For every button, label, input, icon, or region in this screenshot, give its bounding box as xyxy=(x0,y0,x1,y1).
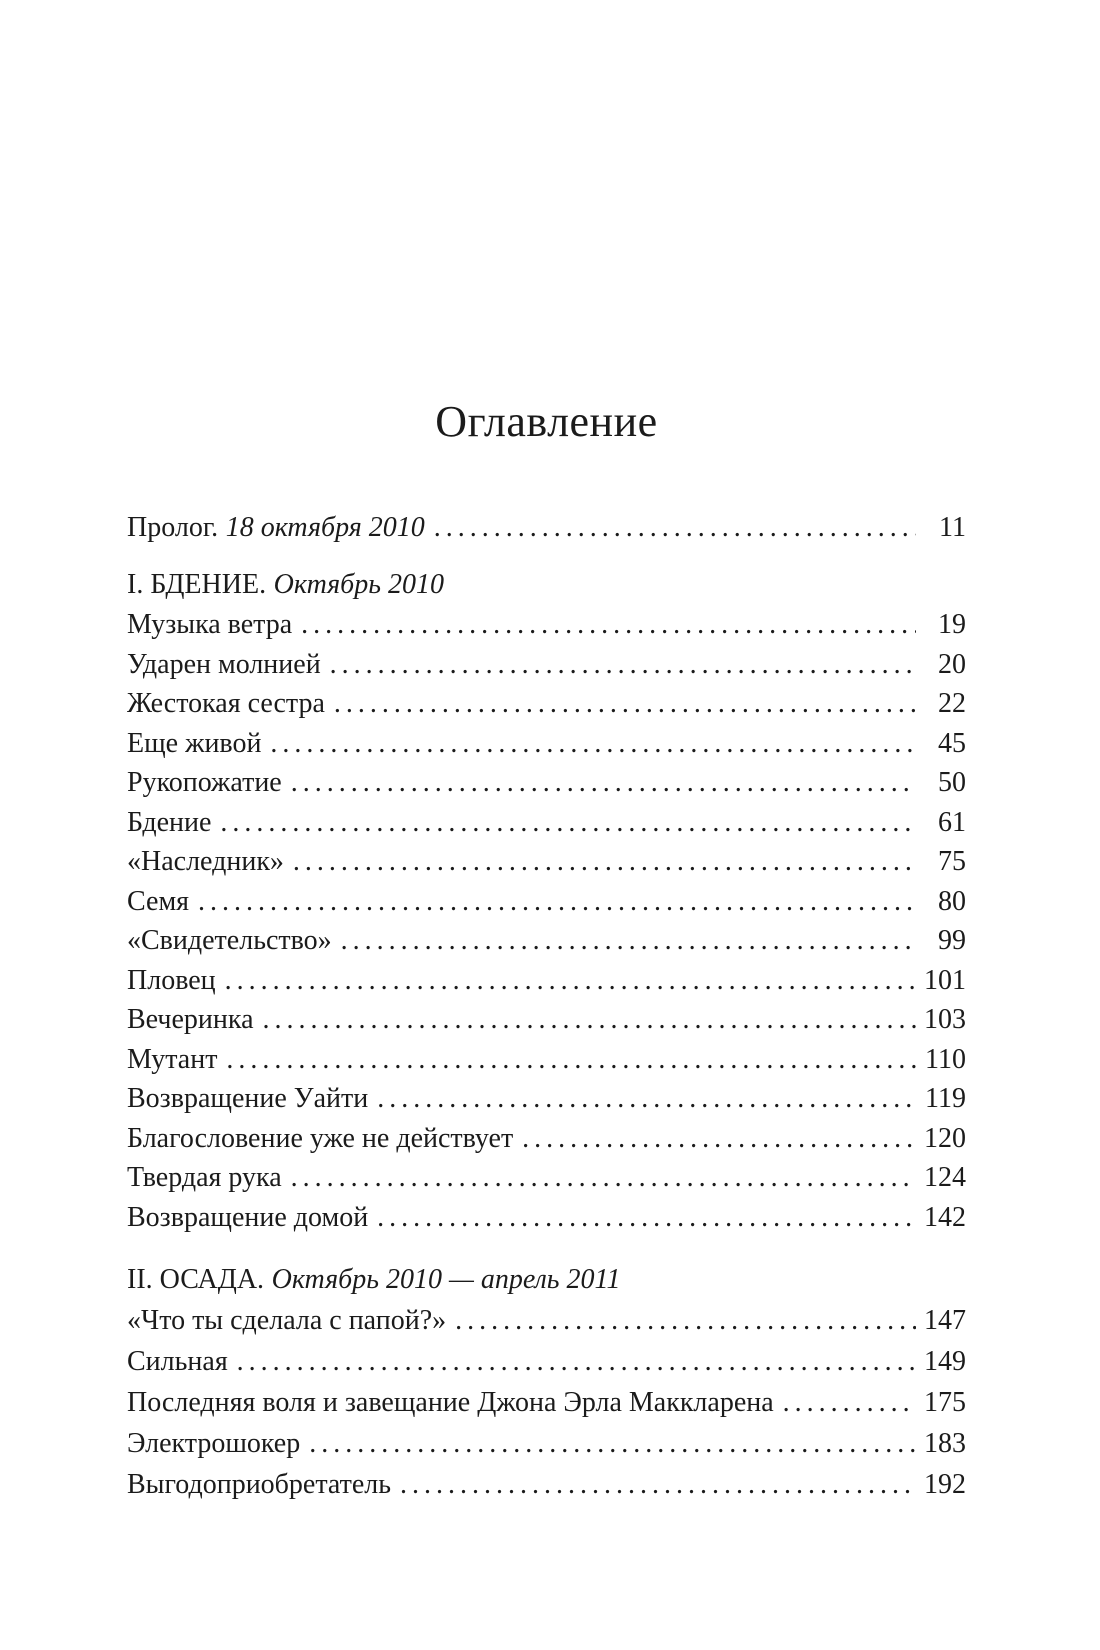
entry-page: 142 xyxy=(924,1201,966,1233)
entry-page: 80 xyxy=(938,885,966,917)
entry-title: Жестокая сестра xyxy=(127,688,325,719)
entry-page: 22 xyxy=(938,688,966,719)
dot-leader xyxy=(301,605,916,645)
toc-row: Вечеринка 103 xyxy=(127,1000,966,1040)
entry-title: Еще живой xyxy=(127,727,262,759)
entry-page: 75 xyxy=(938,846,966,877)
dot-leader xyxy=(198,882,916,922)
entry-page: 20 xyxy=(938,648,966,680)
entry-title: Семя xyxy=(127,885,190,917)
toc-row: Выгодоприобретатель 192 xyxy=(127,1464,966,1505)
section-number-title: I. БДЕНИЕ. xyxy=(127,569,267,600)
entry-page: 45 xyxy=(938,727,966,759)
toc-row: Мутант 110 xyxy=(127,1040,966,1080)
entry-page: 99 xyxy=(938,925,966,956)
toc-row: «Наследник» 75 xyxy=(127,842,966,882)
entry-title: Выгодоприобретатель xyxy=(127,1469,392,1500)
entry-title: Музыка ветра xyxy=(127,609,293,640)
toc-row: Еще живой 45 xyxy=(127,724,966,764)
toc-row: Семя 80 xyxy=(127,882,966,922)
dot-leader xyxy=(262,1000,916,1040)
toc-row: Твердая рука 124 xyxy=(127,1158,966,1198)
toc-row: Пловец 101 xyxy=(127,961,966,1001)
entry-page: 149 xyxy=(924,1346,966,1377)
entry-page: 119 xyxy=(925,1083,966,1114)
entry-title: Вечеринка xyxy=(127,1004,254,1035)
dot-leader xyxy=(434,508,916,548)
entry-title: «Наследник» xyxy=(127,846,284,877)
entry-title: Возвращение домой xyxy=(127,1201,369,1233)
entry-title: Электрошокер xyxy=(127,1428,301,1459)
entry-title: Ударен молнией xyxy=(127,648,321,680)
toc-row: Музыка ветра 19 xyxy=(127,605,966,645)
entry-page: 103 xyxy=(924,1004,966,1035)
dot-leader xyxy=(330,645,916,685)
dot-leader xyxy=(291,1158,916,1198)
section-subtitle: Октябрь 2010 xyxy=(273,569,444,600)
dot-leader xyxy=(341,921,916,961)
dot-leader xyxy=(293,842,916,882)
entry-page: 147 xyxy=(924,1305,966,1336)
entry-page: 183 xyxy=(924,1428,966,1459)
toc-row: Ударен молнией 20 xyxy=(127,645,966,685)
entry-title: Пролог. 18 октября 2010 xyxy=(127,508,425,548)
toc-row: «Свидетельство» 99 xyxy=(127,921,966,961)
page-title: Оглавление xyxy=(435,397,658,446)
dot-leader xyxy=(225,961,916,1001)
dot-leader xyxy=(377,1079,916,1119)
entry-title: «Свидетельство» xyxy=(127,925,332,956)
entry-title: Мутант xyxy=(127,1043,218,1075)
entry-title: «Что ты сделала с папой?» xyxy=(127,1305,447,1336)
dot-leader xyxy=(377,1198,916,1238)
dot-leader xyxy=(455,1300,916,1341)
entry-page: 175 xyxy=(924,1387,966,1418)
section-number-title: II. ОСАДА. xyxy=(127,1264,265,1295)
entry-page: 19 xyxy=(938,609,966,640)
entry-page: 61 xyxy=(938,806,966,838)
entry-page: 50 xyxy=(938,767,966,798)
toc-row: Последняя воля и завещание Джона Эрла Ма… xyxy=(127,1382,966,1423)
toc-row: Возвращение домой 142 xyxy=(127,1198,966,1238)
entry-page: 124 xyxy=(924,1162,966,1193)
section-subtitle: Октябрь 2010 — апрель 2011 xyxy=(271,1264,621,1295)
toc-row: Жестокая сестра 22 xyxy=(127,684,966,724)
toc-row: Сильная 149 xyxy=(127,1341,966,1382)
entry-title: Пловец xyxy=(127,964,216,996)
entry-title: Твердая рука xyxy=(127,1162,282,1193)
dot-leader xyxy=(270,724,916,764)
entry-title: Рукопожатие xyxy=(127,767,282,798)
toc-row: Рукопожатие 50 xyxy=(127,763,966,803)
entry-page: 101 xyxy=(924,964,966,996)
entry-title: Благословение уже не действует xyxy=(127,1122,514,1154)
toc-row-prologue: Пролог.18 октября 2010 11 xyxy=(127,508,966,548)
dot-leader xyxy=(309,1423,916,1464)
entry-page: 110 xyxy=(925,1043,966,1075)
toc-row: Благословение уже не действует 120 xyxy=(127,1119,966,1159)
toc-row: Электрошокер 183 xyxy=(127,1423,966,1464)
dot-leader xyxy=(783,1382,916,1423)
toc-row: «Что ты сделала с папой?» 147 xyxy=(127,1300,966,1341)
entry-title: Последняя воля и завещание Джона Эрла Ма… xyxy=(127,1387,774,1418)
dot-leader xyxy=(400,1464,916,1505)
entry-page: 192 xyxy=(924,1469,966,1500)
entry-title: Сильная xyxy=(127,1346,228,1377)
dot-leader xyxy=(334,684,916,724)
dot-leader xyxy=(226,1040,916,1080)
dot-leader xyxy=(291,763,916,803)
prologue-label: Пролог. xyxy=(127,512,219,543)
toc-row: Бдение 61 xyxy=(127,803,966,843)
entry-title: Бдение xyxy=(127,806,212,838)
section-heading-1: I. БДЕНИЕ. Октябрь 2010 xyxy=(127,565,966,605)
dot-leader xyxy=(522,1119,916,1159)
dot-leader xyxy=(237,1341,916,1382)
entry-page: 120 xyxy=(924,1122,966,1154)
prologue-date: 18 октября 2010 xyxy=(225,512,425,543)
entry-title: Возвращение Уайти xyxy=(127,1083,369,1114)
entry-page: 11 xyxy=(939,512,966,543)
toc-row: Возвращение Уайти 119 xyxy=(127,1079,966,1119)
dot-leader xyxy=(220,803,916,843)
section-heading-2: II. ОСАДА. Октябрь 2010 — апрель 2011 xyxy=(127,1260,966,1300)
